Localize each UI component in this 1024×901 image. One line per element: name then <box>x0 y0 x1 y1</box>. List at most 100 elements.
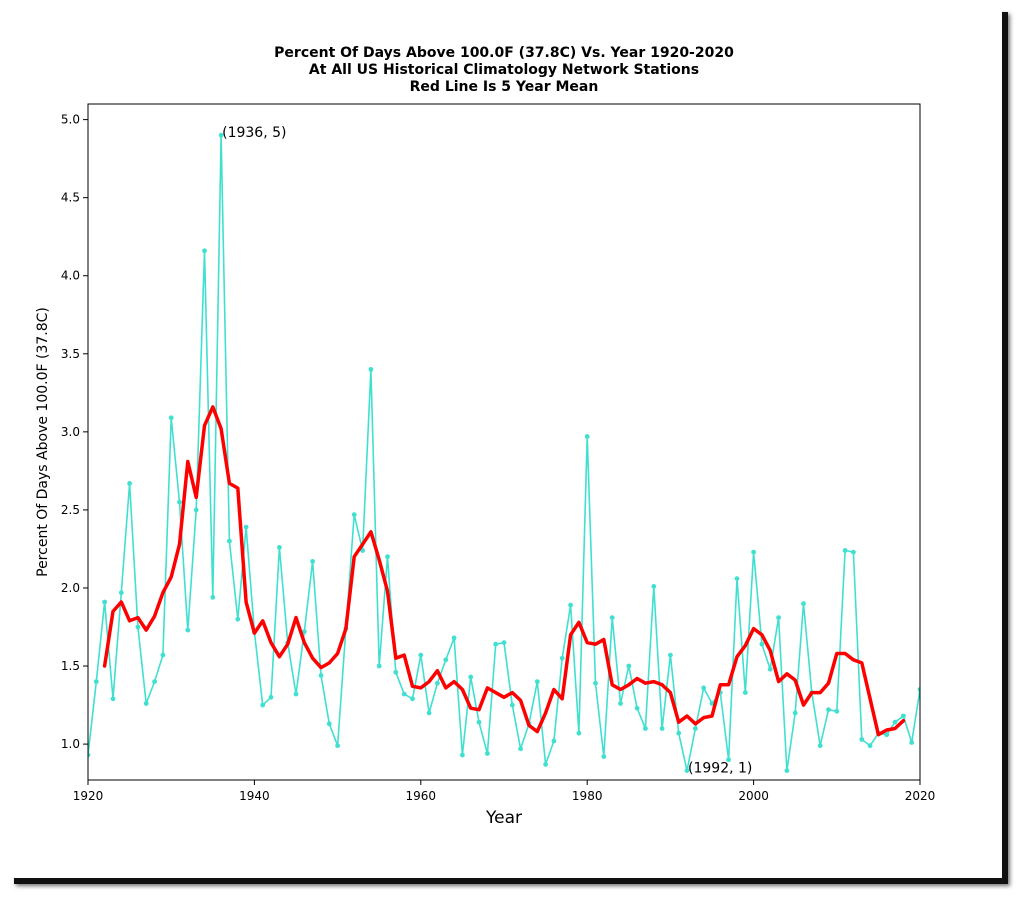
data-point <box>335 743 340 749</box>
x-axis-label: Year <box>485 808 522 828</box>
data-point <box>368 367 374 372</box>
data-point <box>593 680 598 686</box>
data-point <box>851 549 856 555</box>
data-point <box>576 730 582 736</box>
data-point <box>909 740 915 745</box>
chart-title-line-2: At All US Historical Climatology Network… <box>309 62 699 78</box>
data-point <box>351 512 357 517</box>
y-tick-label: 2.0 <box>61 581 80 595</box>
data-point <box>260 702 266 708</box>
data-point <box>277 545 282 550</box>
data-point <box>543 762 548 767</box>
data-point <box>651 584 657 589</box>
chart-title-line-1: Percent Of Days Above 100.0F (37.8C) Vs.… <box>274 45 734 61</box>
data-point <box>476 719 482 725</box>
data-point <box>468 674 474 680</box>
data-point <box>693 726 698 731</box>
data-point <box>243 524 249 530</box>
data-point <box>460 752 465 758</box>
data-point <box>426 710 432 716</box>
data-point <box>751 549 756 555</box>
data-point <box>435 680 440 686</box>
data-point <box>884 732 890 738</box>
data-point <box>917 687 920 692</box>
data-point <box>767 666 773 672</box>
data-point <box>892 719 898 725</box>
data-point <box>676 730 682 736</box>
data-point <box>626 663 632 669</box>
data-point <box>143 701 149 706</box>
x-tick-label: 1920 <box>73 789 104 803</box>
data-point <box>152 679 158 684</box>
data-point <box>784 768 790 773</box>
data-point <box>867 743 873 749</box>
data-point <box>501 640 507 645</box>
chart-title-line-3: Red Line Is 5 Year Mean <box>410 79 599 95</box>
annotation-label: (1936, 5) <box>222 125 286 141</box>
plot-border <box>87 103 921 781</box>
data-point <box>410 696 415 702</box>
y-axis-label: Percent Of Days Above 100.0F (37.8C) <box>35 307 51 577</box>
data-point <box>659 726 665 731</box>
data-point <box>826 707 831 713</box>
data-point <box>202 248 207 254</box>
data-point <box>177 499 182 505</box>
data-point <box>210 594 216 600</box>
annotation-label: (1992, 1) <box>688 761 752 777</box>
data-point <box>376 663 382 669</box>
y-tick-label: 2.5 <box>61 503 80 517</box>
x-tick-label: 1960 <box>406 789 437 803</box>
data-point <box>93 679 99 684</box>
data-point <box>726 757 731 763</box>
data-point <box>127 481 132 486</box>
data-point <box>393 669 399 675</box>
data-point <box>401 691 407 697</box>
y-tick-label: 3.5 <box>61 347 80 361</box>
data-point <box>326 721 332 727</box>
x-tick-label: 2020 <box>905 789 936 803</box>
x-tick-label: 2000 <box>738 789 769 803</box>
data-point <box>227 538 232 544</box>
data-point <box>759 641 765 647</box>
data-point <box>268 694 274 700</box>
data-point <box>310 559 315 564</box>
data-point <box>318 673 324 678</box>
y-tick-label: 1.0 <box>61 737 80 751</box>
data-point <box>801 601 806 606</box>
data-point <box>618 701 623 706</box>
data-point <box>742 690 748 695</box>
data-point <box>485 751 490 756</box>
data-point <box>859 737 865 742</box>
data-point <box>301 629 307 635</box>
data-point <box>834 708 840 714</box>
y-tick-label: 4.0 <box>61 269 80 283</box>
data-point <box>218 132 224 138</box>
data-point <box>634 705 640 711</box>
data-point <box>584 434 590 439</box>
data-point <box>193 507 199 513</box>
data-point <box>293 691 299 697</box>
data-point <box>609 615 615 620</box>
data-point <box>842 548 848 553</box>
data-point <box>235 616 241 622</box>
data-point <box>568 602 573 608</box>
x-tick-label: 1980 <box>572 789 603 803</box>
data-point <box>110 696 116 702</box>
x-axis: 1920 1940 1960 1980 2000 2020 <box>73 780 936 803</box>
data-point <box>418 652 424 658</box>
data-point <box>559 655 565 661</box>
y-tick-label: 4.5 <box>61 191 80 205</box>
data-point <box>601 754 607 759</box>
y-tick-label: 5.0 <box>61 113 80 127</box>
mean-line <box>102 405 906 737</box>
data-point <box>451 635 457 641</box>
data-point <box>168 415 174 421</box>
annotations: (1936, 5) (1992, 1) <box>222 125 752 776</box>
y-tick-label: 3.0 <box>61 425 80 439</box>
data-point <box>817 743 823 749</box>
data-point <box>684 768 690 773</box>
data-point <box>792 710 798 716</box>
data-point <box>776 615 781 620</box>
data-point <box>160 652 166 658</box>
